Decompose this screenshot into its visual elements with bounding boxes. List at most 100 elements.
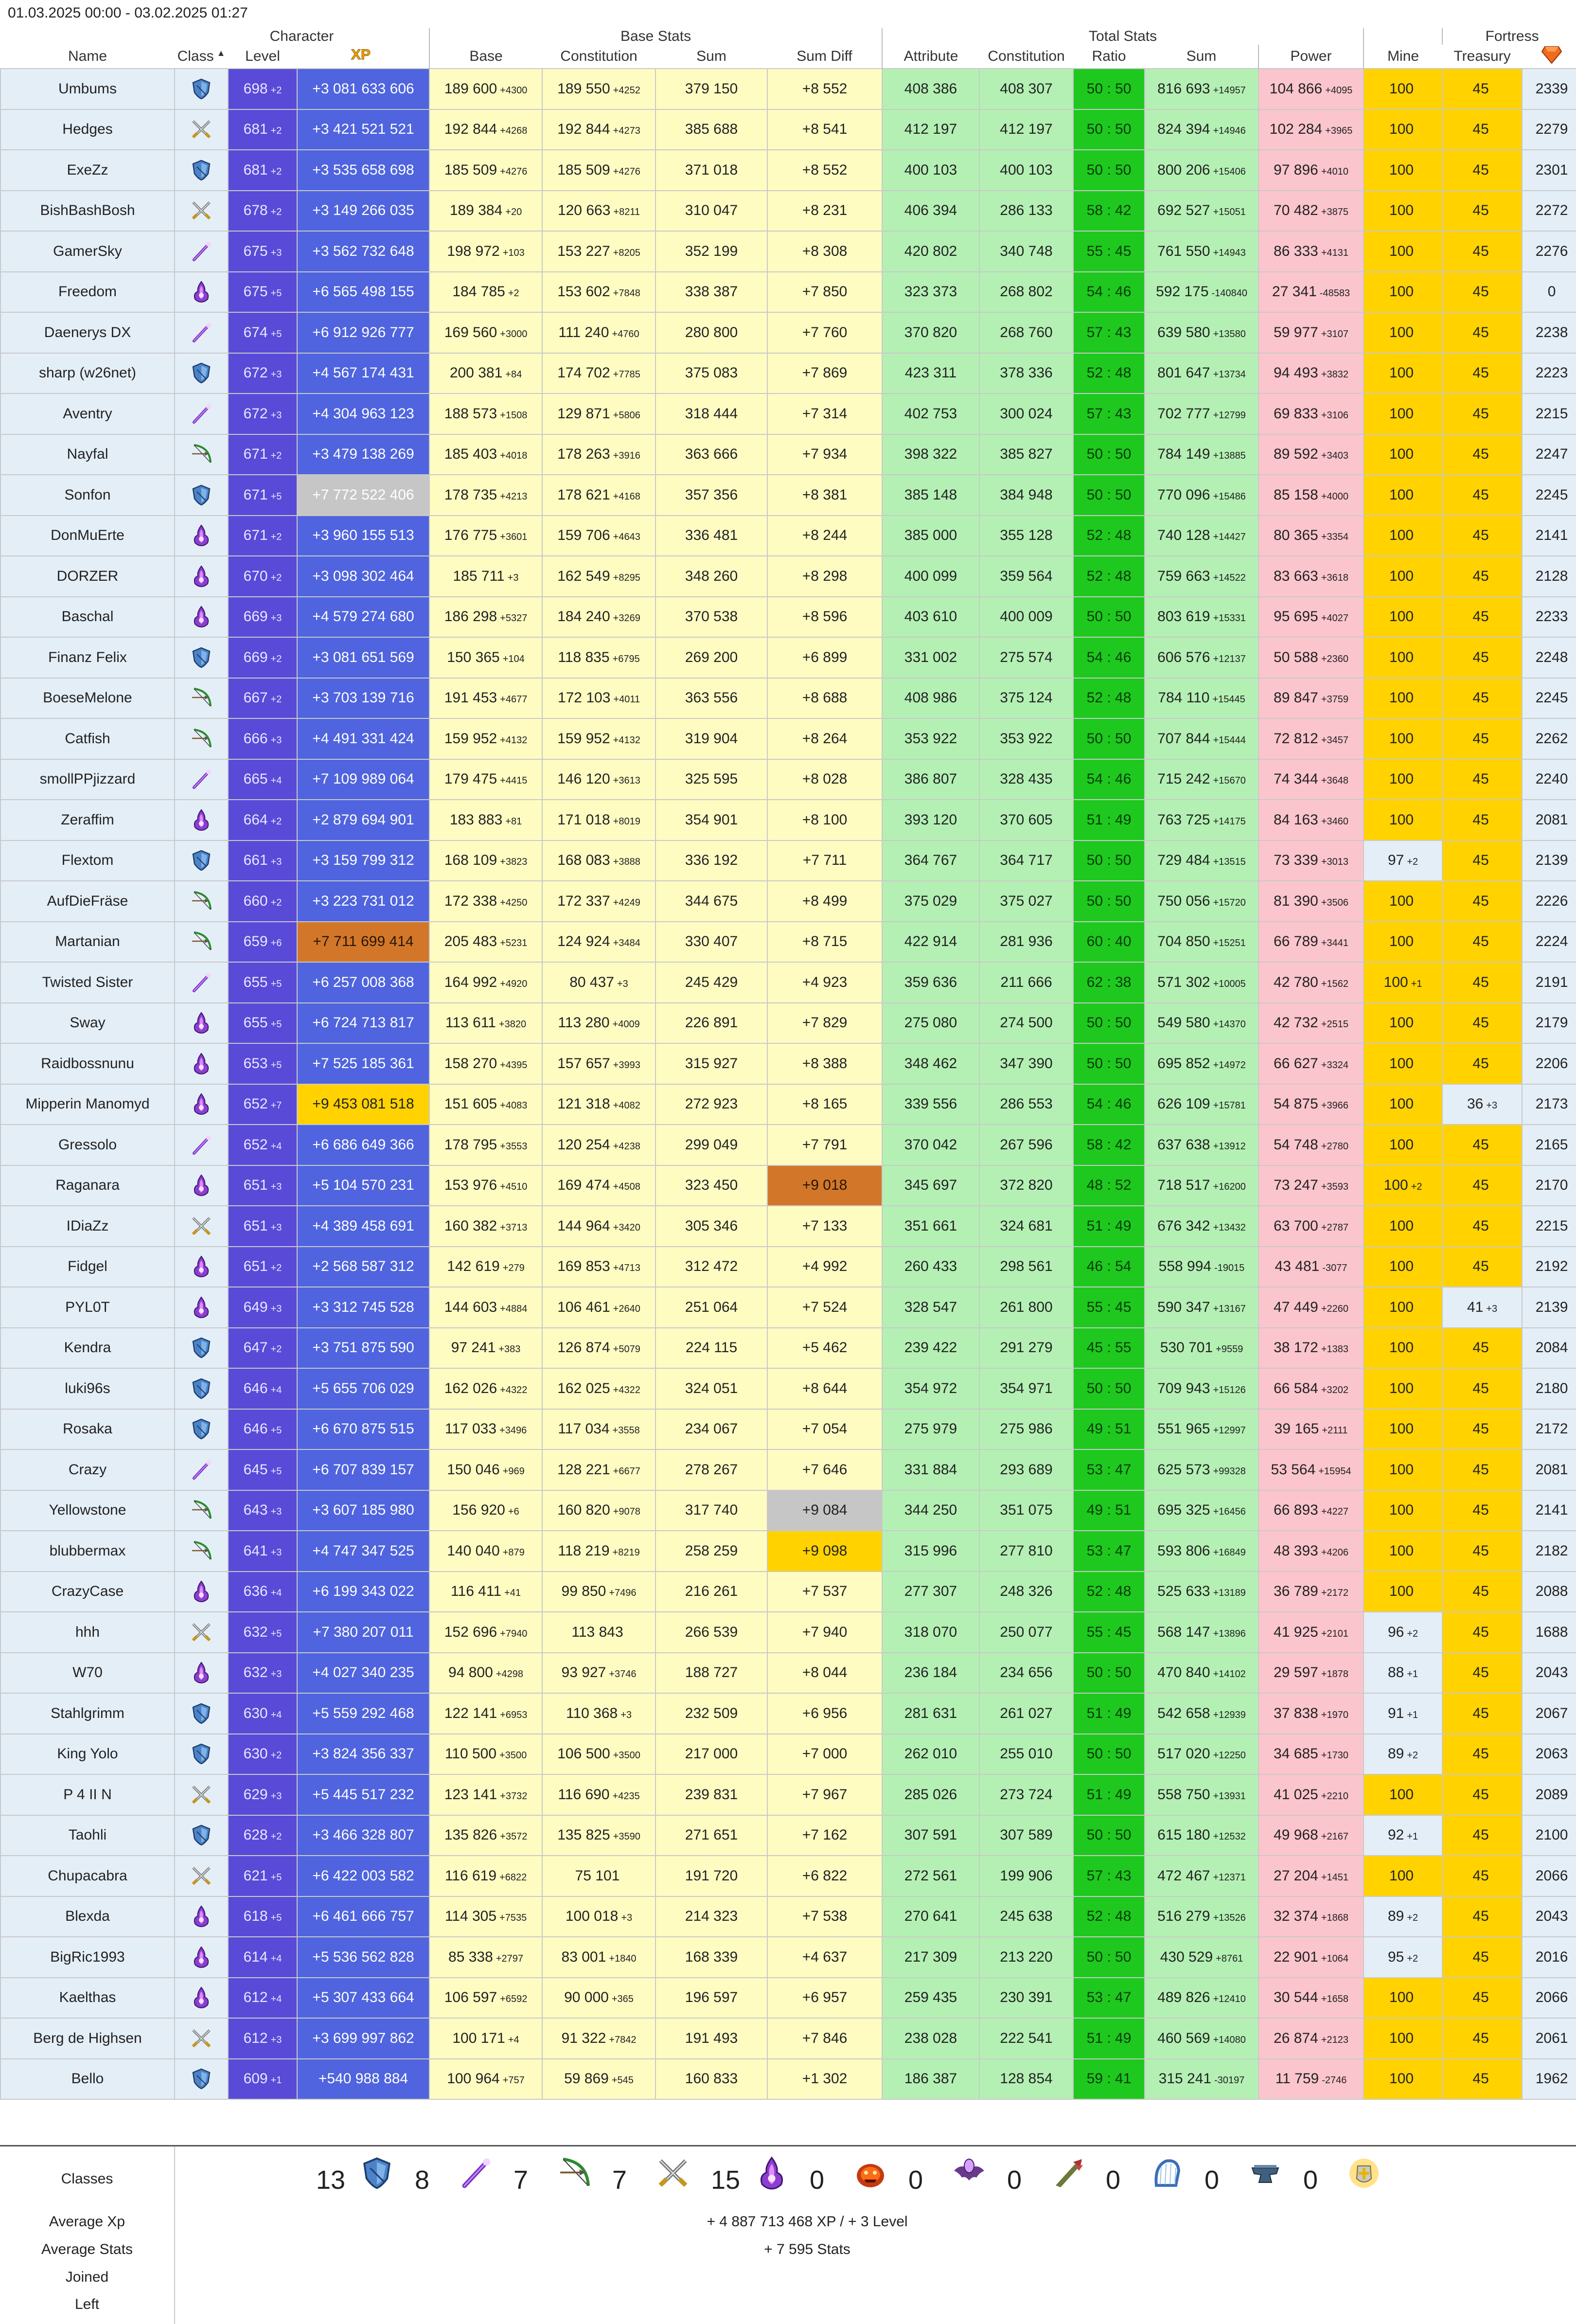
player-name[interactable]: Sway [0,1002,175,1044]
player-name[interactable]: Gressolo [0,1124,175,1166]
col-total-constitution[interactable]: Constitution [988,48,1065,64]
table-row[interactable]: Catfish 666 +3 +4 491 331 424 159 952 +4132 15… [0,718,1576,760]
table-row[interactable]: DORZER 670 +2 +3 098 302 464 185 711 +3 162 54… [0,555,1576,597]
table-row[interactable]: blubbermax 641 +3 +4 747 347 525 140 040 +879… [0,1530,1576,1572]
col-total-sum[interactable]: Sum [1186,48,1217,64]
table-row[interactable]: BoeseMelone 667 +2 +3 703 139 716 191 453 +46… [0,677,1576,719]
player-name[interactable]: Finanz Felix [0,637,175,679]
player-name[interactable]: Baschal [0,596,175,638]
table-row[interactable]: P 4 II N 629 +3 +5 445 517 232 123 141 +3732 1… [0,1774,1576,1816]
col-sum[interactable]: Sum [696,48,726,64]
table-row[interactable]: Mipperin Manomyd 652 +7 +9 453 081 518 151 6… [0,1083,1576,1125]
player-name[interactable]: BoeseMelone [0,677,175,719]
table-row[interactable]: Kendra 647 +2 +3 751 875 590 97 241 +383 126 8… [0,1327,1576,1369]
col-class[interactable]: Class ▲ [177,48,226,64]
player-name[interactable]: Catfish [0,718,175,760]
table-row[interactable]: Sonfon 671 +5 +7 772 522 406 178 735 +4213 178… [0,474,1576,516]
col-name[interactable]: Name [68,48,107,64]
player-name[interactable]: Blexda [0,1895,175,1937]
player-name[interactable]: Fidgel [0,1246,175,1287]
player-name[interactable]: luki96s [0,1368,175,1410]
player-name[interactable]: ExeZz [0,149,175,191]
col-power[interactable]: Power [1258,45,1364,69]
player-name[interactable]: Mipperin Manomyd [0,1083,175,1125]
player-name[interactable]: Berg de Highsen [0,2018,175,2059]
table-row[interactable]: Kaelthas 612 +4 +5 307 433 664 106 597 +6592 9… [0,1977,1576,2019]
table-row[interactable]: Gressolo 652 +4 +6 686 649 366 178 795 +3553 1… [0,1124,1576,1166]
table-row[interactable]: Fidgel 651 +2 +2 568 587 312 142 619 +279 169 … [0,1246,1576,1287]
player-name[interactable]: Sonfon [0,474,175,516]
table-row[interactable]: Yellowstone 643 +3 +3 607 185 980 156 920 +6 1… [0,1489,1576,1531]
table-row[interactable]: sharp (w26net) 672 +3 +4 567 174 431 200 381… [0,352,1576,394]
table-row[interactable]: Hedges 681 +2 +3 421 521 521 192 844 +4268 192… [0,108,1576,150]
table-row[interactable]: IDiaZz 651 +3 +4 389 458 691 160 382 +3713 144… [0,1205,1576,1247]
player-name[interactable]: Stahlgrimm [0,1693,175,1734]
player-name[interactable]: DORZER [0,555,175,597]
col-xp[interactable]: XP [297,45,429,69]
col-constitution[interactable]: Constitution [560,48,637,64]
table-row[interactable]: CrazyCase 636 +4 +6 199 343 022 116 411 +41 99… [0,1571,1576,1612]
player-name[interactable]: AufDieFräse [0,880,175,922]
table-row[interactable]: Blexda 618 +5 +6 461 666 757 114 305 +7535 100… [0,1895,1576,1937]
player-name[interactable]: Hedges [0,108,175,150]
col-treasury[interactable]: Treasury [1453,48,1511,64]
player-name[interactable]: DonMuErte [0,515,175,556]
table-row[interactable]: GamerSky 675 +3 +3 562 732 648 198 972 +103 15… [0,231,1576,272]
player-name[interactable]: sharp (w26net) [0,352,175,394]
col-ratio[interactable]: Ratio [1092,48,1126,64]
col-mine[interactable]: Mine [1363,45,1443,69]
table-row[interactable]: Freedom 675 +5 +6 565 498 155 184 785 +2 153 6… [0,271,1576,313]
table-row[interactable]: AufDieFräse 660 +2 +3 223 731 012 172 338 +42… [0,880,1576,922]
table-row[interactable]: BigRic1993 614 +4 +5 536 562 828 85 338 +2797… [0,1936,1576,1978]
table-row[interactable]: Taohli 628 +2 +3 466 328 807 135 826 +3572 135… [0,1814,1576,1856]
player-name[interactable]: Aventry [0,393,175,435]
table-row[interactable]: Crazy 645 +5 +6 707 839 157 150 046 +969 128 2… [0,1449,1576,1491]
table-row[interactable]: Flextom 661 +3 +3 159 799 312 168 109 +3823 16… [0,840,1576,881]
player-name[interactable]: Nayfal [0,433,175,475]
player-name[interactable]: GamerSky [0,231,175,272]
player-name[interactable]: BigRic1993 [0,1936,175,1978]
player-name[interactable]: King Yolo [0,1733,175,1775]
table-row[interactable]: Finanz Felix 669 +2 +3 081 651 569 150 365 +1… [0,637,1576,679]
player-name[interactable]: PYL0T [0,1287,175,1328]
table-row[interactable]: Twisted Sister 655 +5 +6 257 008 368 164 992… [0,962,1576,1003]
table-row[interactable]: hhh 632 +5 +7 380 207 011 152 696 +7940 113 84… [0,1611,1576,1653]
table-row[interactable]: DonMuErte 671 +2 +3 960 155 513 176 775 +3601… [0,515,1576,556]
table-row[interactable]: King Yolo 630 +2 +3 824 356 337 110 500 +3500… [0,1733,1576,1775]
player-name[interactable]: Daenerys DX [0,312,175,354]
table-row[interactable]: Rosaka 646 +5 +6 670 875 515 117 033 +3496 117… [0,1408,1576,1450]
table-row[interactable]: Chupacabra 621 +5 +6 422 003 582 116 619 +682… [0,1855,1576,1897]
player-name[interactable]: Zeraffim [0,799,175,841]
player-name[interactable]: BishBashBosh [0,190,175,232]
player-name[interactable]: Rosaka [0,1408,175,1450]
table-row[interactable]: Raidbossnunu 653 +5 +7 525 185 361 158 270 +4… [0,1043,1576,1085]
col-sum-diff[interactable]: Sum Diff [797,48,852,64]
table-row[interactable]: Stahlgrimm 630 +4 +5 559 292 468 122 141 +695… [0,1693,1576,1734]
player-name[interactable]: Kaelthas [0,1977,175,2019]
player-name[interactable]: W70 [0,1652,175,1694]
player-name[interactable]: Martanian [0,921,175,963]
player-name[interactable]: Crazy [0,1449,175,1491]
player-name[interactable]: Yellowstone [0,1489,175,1531]
table-row[interactable]: Martanian 659 +6 +7 711 699 414 205 483 +5231… [0,921,1576,963]
table-row[interactable]: Raganara 651 +3 +5 104 570 231 153 976 +4510 1… [0,1164,1576,1206]
table-row[interactable]: ExeZz 681 +2 +3 535 658 698 185 509 +4276 185 … [0,149,1576,191]
player-name[interactable]: blubbermax [0,1530,175,1572]
player-name[interactable]: Umbums [0,68,175,110]
table-row[interactable]: Zeraffim 664 +2 +2 879 694 901 183 883 +81 171… [0,799,1576,841]
player-name[interactable]: Freedom [0,271,175,313]
table-row[interactable]: W70 632 +3 +4 027 340 235 94 800 +4298 93 927 +… [0,1652,1576,1694]
table-row[interactable]: BishBashBosh 678 +2 +3 149 266 035 189 384 +2… [0,190,1576,232]
col-base[interactable]: Base [429,45,543,69]
player-name[interactable]: Taohli [0,1814,175,1856]
player-name[interactable]: Flextom [0,840,175,881]
table-row[interactable]: Daenerys DX 674 +5 +6 912 926 777 169 560 +30… [0,312,1576,354]
player-name[interactable]: CrazyCase [0,1571,175,1612]
player-name[interactable]: Raidbossnunu [0,1043,175,1085]
player-name[interactable]: P 4 II N [0,1774,175,1816]
table-row[interactable]: Berg de Highsen 612 +3 +3 699 997 862 100 17… [0,2018,1576,2059]
player-name[interactable]: smollPPjizzard [0,758,175,800]
player-name[interactable]: Chupacabra [0,1855,175,1897]
table-row[interactable]: PYL0T 649 +3 +3 312 745 528 144 603 +4884 106 … [0,1287,1576,1328]
player-name[interactable]: Kendra [0,1327,175,1369]
